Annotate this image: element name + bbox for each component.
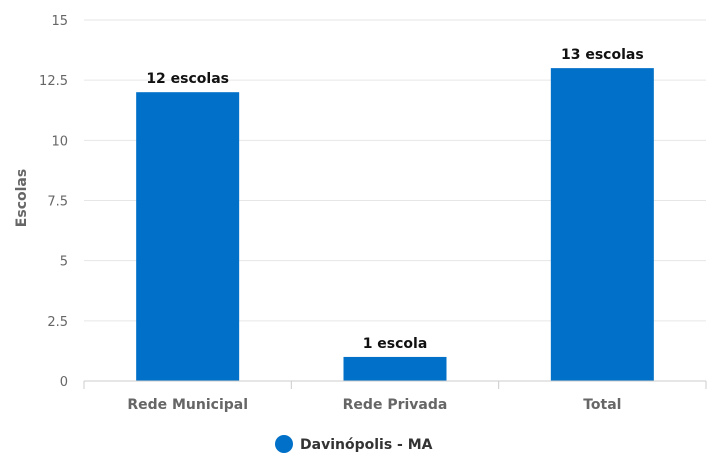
x-category-label: Rede Privada — [343, 397, 448, 413]
legend[interactable]: Davinópolis - MA — [275, 435, 433, 453]
y-axis-ticks: 0 2.5 5 7.5 10 12.5 15 — [39, 14, 68, 390]
bar[interactable] — [136, 92, 240, 381]
y-tick-label: 2.5 — [47, 315, 68, 330]
x-category-label: Rede Municipal — [127, 397, 248, 413]
legend-label[interactable]: Davinópolis - MA — [300, 437, 433, 453]
y-tick-label: 5 — [60, 255, 68, 270]
bar-data-label: 1 escola — [363, 336, 428, 352]
y-tick-label: 0 — [60, 375, 68, 390]
y-tick-label: 10 — [51, 134, 68, 149]
legend-marker-icon — [275, 435, 293, 453]
bar[interactable] — [550, 68, 654, 381]
bars: 12 escolas 1 escola 13 escolas — [136, 47, 654, 381]
bar-data-label: 13 escolas — [561, 47, 644, 63]
x-axis: Rede Municipal Rede Privada Total — [83, 380, 707, 413]
y-tick-label: 7.5 — [47, 195, 68, 210]
bar[interactable] — [343, 356, 447, 381]
y-tick-label: 12.5 — [39, 74, 68, 89]
x-category-label: Total — [583, 397, 621, 413]
y-tick-label: 15 — [51, 14, 68, 29]
bar-data-label: 12 escolas — [146, 71, 229, 87]
y-axis-title: Escolas — [14, 169, 30, 227]
